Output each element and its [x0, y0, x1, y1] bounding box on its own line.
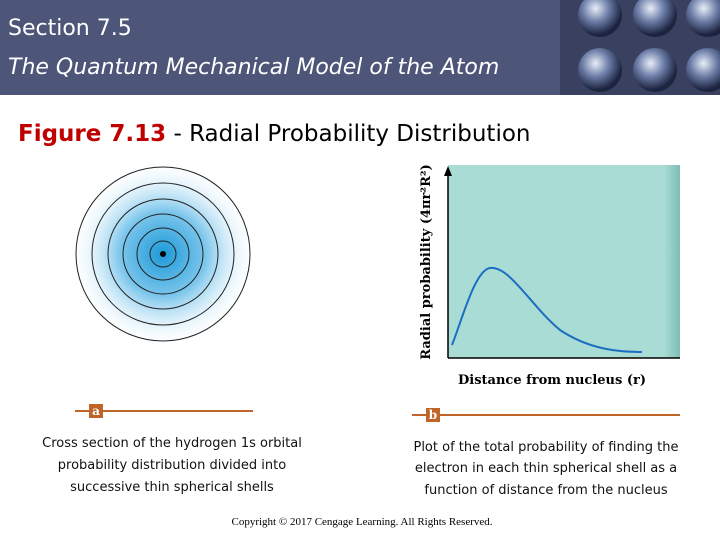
probability-curve [451, 266, 643, 353]
section-subtitle: The Quantum Mechanical Model of the Atom [8, 55, 499, 80]
section-title: Section 7.5 [8, 16, 132, 41]
panel-a-caption: successive thin spherical shells [70, 480, 274, 495]
orbital-cross-section [68, 159, 258, 349]
y-axis-label: Radial probability (4πr²R²) [419, 164, 434, 359]
panel-b-label: b [429, 408, 437, 422]
panel-b-caption: electron in each thin spherical shell as… [415, 461, 677, 476]
panel-a-caption: probability distribution divided into [58, 458, 286, 473]
panel-a-badge [89, 404, 103, 418]
plot-area [448, 165, 680, 358]
x-axis-label: Distance from nucleus (r) [458, 373, 646, 388]
y-arrow [444, 166, 452, 176]
figure-separator: - [166, 121, 189, 147]
panel-b-badge [426, 408, 440, 422]
copyright: Copyright © 2017 Cengage Learning. All R… [231, 516, 492, 528]
panel-a-label: a [92, 404, 100, 418]
header-decoration [560, 0, 720, 95]
panel-a-caption: Cross section of the hydrogen 1s orbital [42, 436, 302, 451]
plot-axes [447, 170, 680, 359]
figure-number: Figure 7.13 [18, 121, 166, 147]
figure-heading: Figure 7.13 - Radial Probability Distrib… [18, 121, 531, 147]
figure-title: Radial Probability Distribution [189, 121, 530, 147]
panel-b-caption: Plot of the total probability of finding… [413, 440, 678, 455]
panel-b-caption: function of distance from the nucleus [424, 483, 667, 498]
